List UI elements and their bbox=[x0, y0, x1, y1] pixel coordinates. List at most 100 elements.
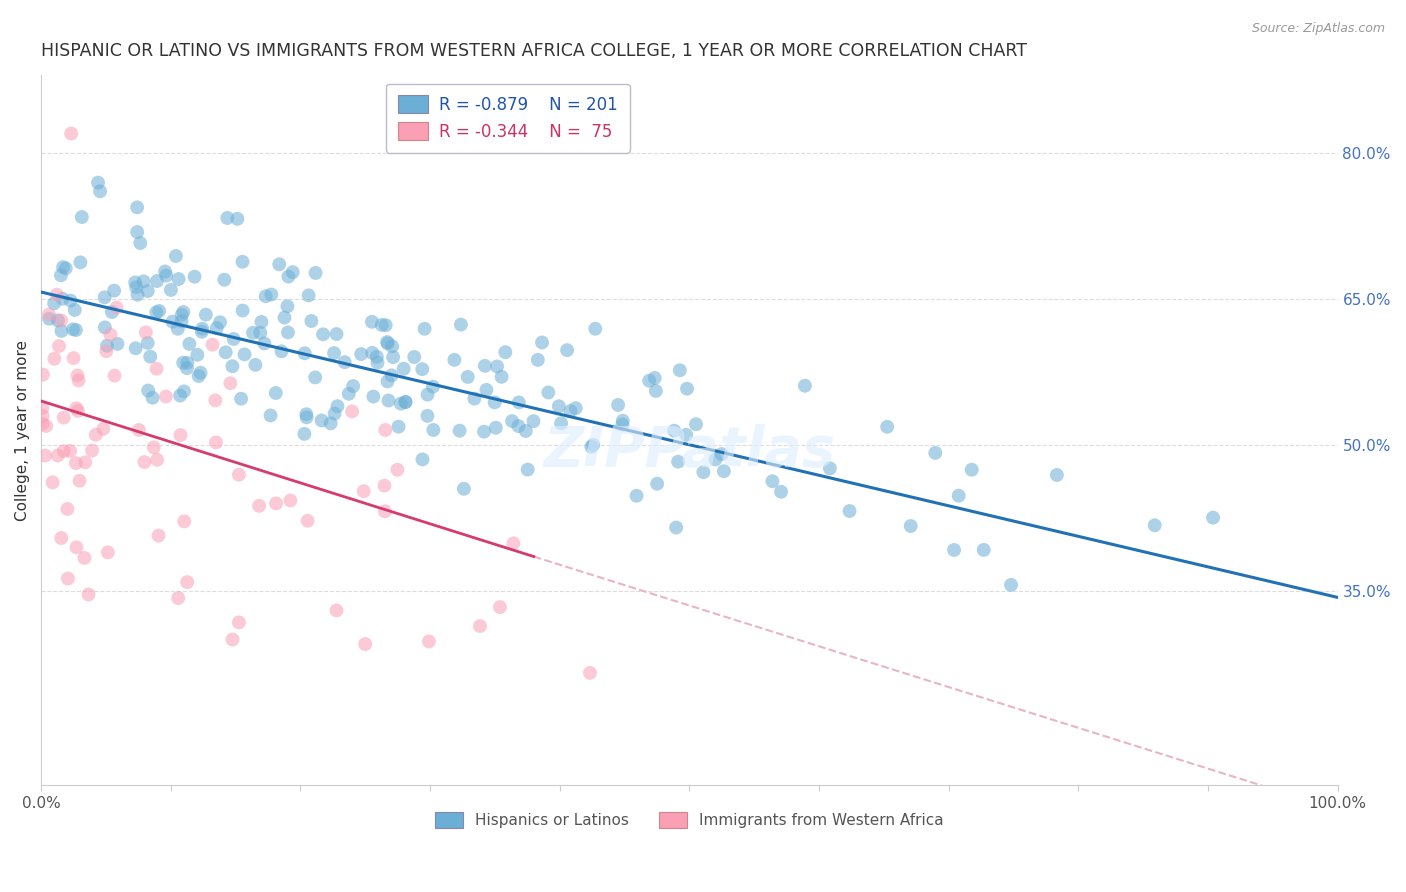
Point bbox=[366, 350, 388, 364]
Point bbox=[69, 255, 91, 269]
Point bbox=[422, 423, 444, 437]
Point bbox=[176, 575, 198, 590]
Point bbox=[304, 370, 326, 384]
Point bbox=[294, 346, 316, 360]
Point bbox=[67, 374, 90, 388]
Point bbox=[186, 348, 208, 362]
Point bbox=[371, 318, 394, 332]
Point bbox=[49, 268, 72, 283]
Point bbox=[381, 339, 404, 353]
Point bbox=[191, 325, 214, 339]
Point bbox=[167, 591, 190, 605]
Point bbox=[222, 332, 245, 346]
Point bbox=[404, 350, 426, 364]
Point bbox=[35, 418, 58, 433]
Point bbox=[943, 543, 966, 558]
Point bbox=[273, 310, 295, 325]
Point bbox=[501, 414, 523, 428]
Point bbox=[38, 311, 60, 326]
Point bbox=[146, 274, 169, 288]
Point bbox=[93, 422, 115, 436]
Point bbox=[665, 520, 688, 534]
Point bbox=[31, 409, 53, 423]
Point bbox=[770, 484, 793, 499]
Point bbox=[194, 308, 217, 322]
Point bbox=[254, 289, 277, 303]
Point bbox=[59, 444, 82, 458]
Point bbox=[148, 304, 170, 318]
Point bbox=[176, 361, 198, 376]
Point bbox=[374, 504, 396, 518]
Point bbox=[264, 386, 287, 401]
Point bbox=[675, 427, 697, 442]
Point bbox=[125, 280, 148, 294]
Point bbox=[191, 321, 214, 335]
Point bbox=[127, 287, 149, 301]
Point bbox=[416, 387, 439, 401]
Point bbox=[340, 404, 363, 418]
Point bbox=[44, 351, 66, 366]
Point bbox=[948, 489, 970, 503]
Point bbox=[253, 336, 276, 351]
Point bbox=[228, 615, 250, 630]
Point bbox=[579, 665, 602, 680]
Point bbox=[105, 301, 128, 315]
Point bbox=[56, 502, 79, 516]
Point bbox=[134, 455, 156, 469]
Point bbox=[281, 265, 304, 279]
Point bbox=[66, 368, 89, 383]
Point bbox=[187, 369, 209, 384]
Point bbox=[215, 345, 238, 359]
Point bbox=[793, 378, 815, 392]
Point bbox=[486, 359, 509, 374]
Point bbox=[169, 388, 191, 402]
Point bbox=[51, 292, 73, 306]
Point bbox=[104, 368, 127, 383]
Point bbox=[531, 335, 554, 350]
Point bbox=[502, 536, 524, 550]
Point bbox=[173, 514, 195, 528]
Point bbox=[63, 303, 86, 318]
Point bbox=[172, 305, 194, 319]
Point bbox=[354, 637, 377, 651]
Point bbox=[395, 395, 418, 409]
Point bbox=[311, 413, 333, 427]
Point bbox=[363, 390, 385, 404]
Point bbox=[704, 452, 727, 467]
Point bbox=[142, 441, 165, 455]
Point bbox=[136, 335, 159, 350]
Point bbox=[353, 484, 375, 499]
Point bbox=[127, 200, 149, 214]
Point bbox=[468, 619, 491, 633]
Point bbox=[205, 321, 228, 335]
Point bbox=[337, 386, 360, 401]
Point bbox=[96, 339, 118, 353]
Point bbox=[205, 435, 228, 450]
Point bbox=[527, 352, 550, 367]
Point bbox=[129, 235, 152, 250]
Point bbox=[217, 211, 239, 225]
Point bbox=[838, 504, 860, 518]
Point bbox=[668, 363, 690, 377]
Point bbox=[626, 489, 648, 503]
Point bbox=[564, 401, 586, 416]
Text: HISPANIC OR LATINO VS IMMIGRANTS FROM WESTERN AFRICA COLLEGE, 1 YEAR OR MORE COR: HISPANIC OR LATINO VS IMMIGRANTS FROM WE… bbox=[41, 42, 1028, 60]
Point bbox=[66, 404, 89, 418]
Point bbox=[141, 391, 163, 405]
Point bbox=[304, 266, 326, 280]
Point bbox=[260, 287, 283, 301]
Point bbox=[226, 211, 249, 226]
Point bbox=[145, 361, 167, 376]
Point bbox=[491, 369, 513, 384]
Point bbox=[387, 463, 409, 477]
Text: Source: ZipAtlas.com: Source: ZipAtlas.com bbox=[1251, 22, 1385, 36]
Point bbox=[190, 366, 212, 380]
Point bbox=[453, 482, 475, 496]
Point bbox=[276, 299, 298, 313]
Point bbox=[463, 392, 485, 406]
Point bbox=[876, 419, 898, 434]
Point bbox=[124, 276, 146, 290]
Point bbox=[259, 409, 281, 423]
Point bbox=[607, 398, 630, 412]
Point bbox=[38, 308, 60, 322]
